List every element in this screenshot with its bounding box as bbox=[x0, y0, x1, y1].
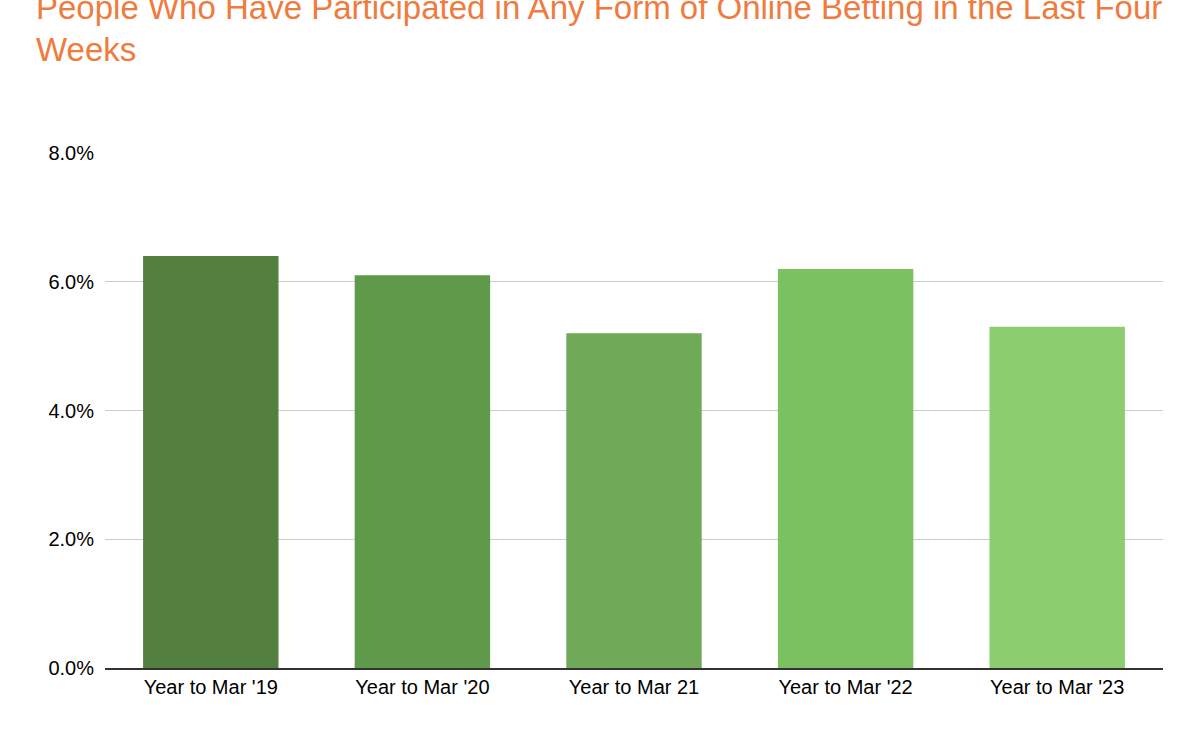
svg-text:4.0%: 4.0% bbox=[48, 400, 94, 422]
svg-text:6.0%: 6.0% bbox=[48, 271, 94, 293]
svg-text:2.0%: 2.0% bbox=[48, 528, 94, 550]
svg-text:Year to Mar '19: Year to Mar '19 bbox=[144, 676, 278, 698]
svg-text:Year to Mar '23: Year to Mar '23 bbox=[990, 676, 1124, 698]
svg-text:8.0%: 8.0% bbox=[48, 142, 94, 164]
svg-text:0.0%: 0.0% bbox=[48, 657, 94, 679]
svg-text:Year to Mar 21: Year to Mar 21 bbox=[569, 676, 699, 698]
svg-text:People Who Have Participated i: People Who Have Participated in Any Form… bbox=[36, 0, 1162, 68]
svg-text:Year to Mar '22: Year to Mar '22 bbox=[778, 676, 912, 698]
svg-text:Year to Mar '20: Year to Mar '20 bbox=[355, 676, 489, 698]
